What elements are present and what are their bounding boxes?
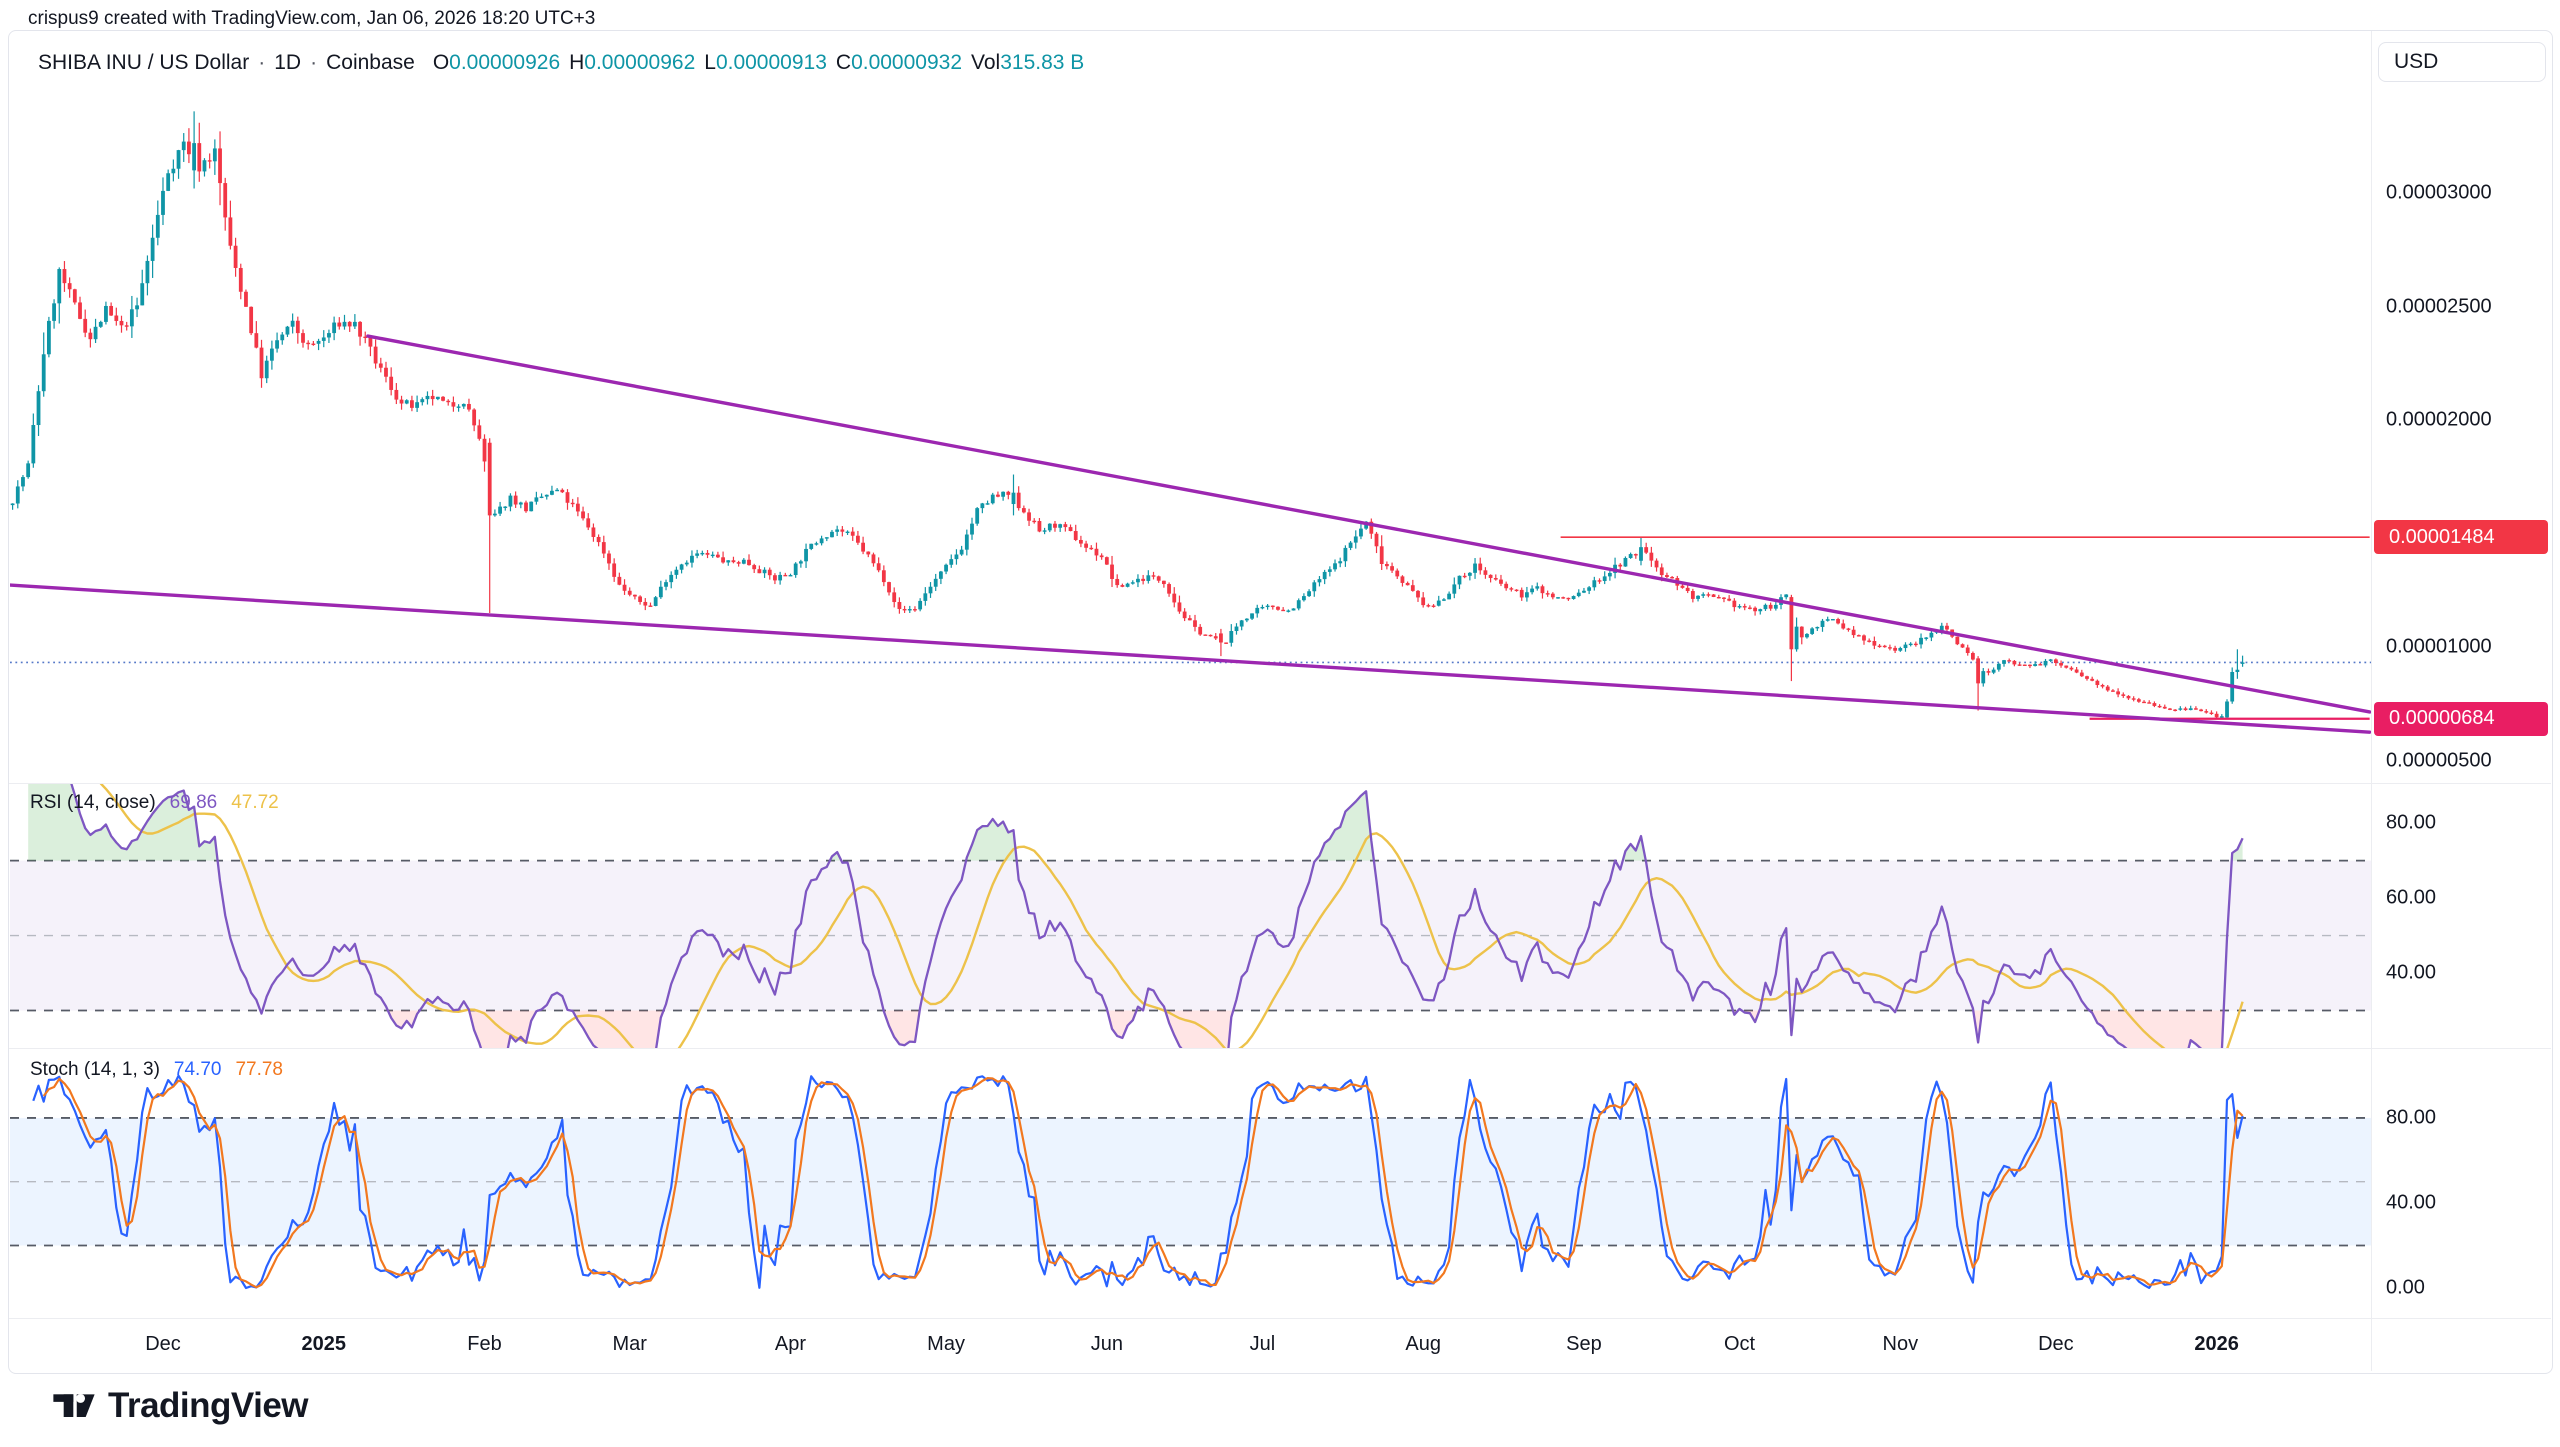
time-axis-label: Aug bbox=[1405, 1333, 1441, 1355]
price-tick-label: 0.00002500 bbox=[2386, 295, 2492, 318]
tradingview-logo-text: TradingView bbox=[108, 1386, 309, 1425]
rsi-ma-value: 47.72 bbox=[231, 792, 279, 813]
time-axis-label: Feb bbox=[467, 1333, 502, 1355]
time-axis-label: Dec bbox=[145, 1333, 181, 1355]
stoch-label[interactable]: Stoch (14, 1, 3) bbox=[30, 1059, 160, 1080]
rsi-indicator-label[interactable]: RSI (14, close) 69.86 47.72 bbox=[30, 792, 293, 814]
separator-dot: · bbox=[310, 51, 318, 74]
time-axis-label: Jun bbox=[1090, 1333, 1123, 1355]
price-tick-label: 0.00002000 bbox=[2386, 408, 2492, 431]
stoch-tick-label: 80.00 bbox=[2386, 1106, 2437, 1129]
price-level-badge: 0.00001484 bbox=[2374, 520, 2548, 555]
time-axis-label: Sep bbox=[1566, 1333, 1602, 1355]
volume-readout: Vol315.83 B bbox=[971, 51, 1085, 74]
pane-separator-stoch-time bbox=[9, 1318, 2551, 1319]
stoch-indicator-label[interactable]: Stoch (14, 1, 3) 74.70 77.78 bbox=[30, 1059, 297, 1081]
ohlc-open: O0.00000926 bbox=[432, 51, 561, 74]
time-axis-label: May bbox=[927, 1333, 965, 1355]
price-level-badge: 0.00000684 bbox=[2374, 701, 2548, 736]
tradingview-logo-icon bbox=[53, 1393, 95, 1417]
stoch-k-value: 74.70 bbox=[173, 1059, 222, 1080]
rsi-tick-label: 80.00 bbox=[2386, 811, 2437, 834]
tradingview-logo[interactable]: TradingView bbox=[52, 1386, 309, 1426]
stoch-tick-label: 0.00 bbox=[2386, 1276, 2425, 1299]
symbol-header[interactable]: SHIBA INU / US Dollar · 1D · Coinbase O0… bbox=[38, 51, 1084, 75]
stoch-d-value: 77.78 bbox=[235, 1059, 283, 1080]
time-axis-label: Jul bbox=[1249, 1333, 1276, 1355]
separator-dot: · bbox=[258, 51, 266, 74]
currency-toggle[interactable]: USD bbox=[2378, 42, 2546, 82]
time-axis-label: Nov bbox=[1882, 1333, 1919, 1355]
time-axis-label: Dec bbox=[2038, 1333, 2074, 1355]
attribution-text: crispus9 created with TradingView.com, J… bbox=[28, 8, 596, 29]
time-axis-label: Apr bbox=[774, 1333, 807, 1355]
ohlc-high: H0.00000962 bbox=[569, 51, 696, 74]
rsi-tick-label: 60.00 bbox=[2386, 886, 2437, 909]
symbol-name[interactable]: SHIBA INU / US Dollar bbox=[38, 51, 250, 74]
pane-separator-rsi-stoch bbox=[9, 1048, 2551, 1049]
price-tick-label: 0.00001000 bbox=[2386, 635, 2492, 658]
ohlc-close: C0.00000932 bbox=[835, 51, 963, 74]
interval-label[interactable]: 1D bbox=[274, 51, 302, 74]
price-axis-separator bbox=[2371, 31, 2372, 1371]
rsi-label[interactable]: RSI (14, close) bbox=[30, 792, 156, 813]
chart-card bbox=[8, 30, 2553, 1374]
ohlc-low: L0.00000913 bbox=[704, 51, 827, 74]
time-axis-label: Oct bbox=[1723, 1333, 1756, 1355]
exchange-label: Coinbase bbox=[326, 51, 415, 74]
pane-separator-price-rsi bbox=[9, 783, 2551, 784]
stoch-tick-label: 40.00 bbox=[2386, 1191, 2437, 1214]
price-tick-label: 0.00000500 bbox=[2386, 749, 2492, 772]
time-axis-label: 2026 bbox=[2194, 1333, 2239, 1355]
rsi-tick-label: 40.00 bbox=[2386, 961, 2437, 984]
time-axis-label: Mar bbox=[612, 1333, 647, 1355]
time-axis-label: 2025 bbox=[301, 1333, 347, 1355]
price-tick-label: 0.00003000 bbox=[2386, 181, 2492, 204]
rsi-value: 69.86 bbox=[169, 792, 218, 813]
